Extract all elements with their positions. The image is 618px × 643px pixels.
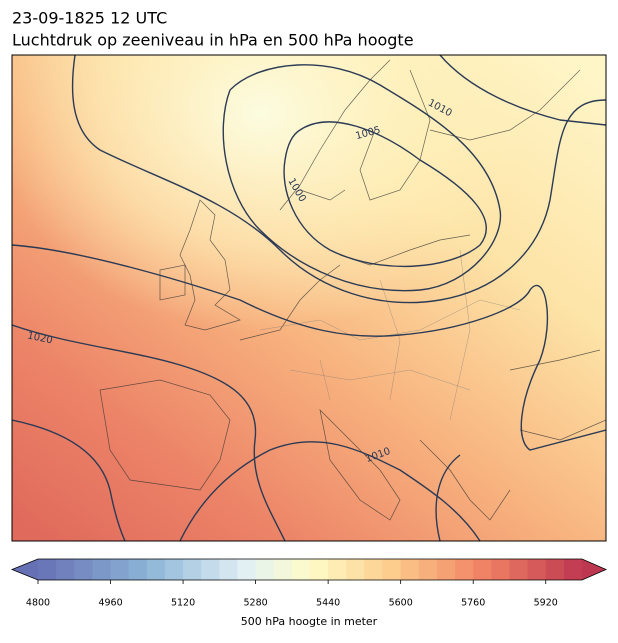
colorbar-extend (582, 559, 606, 580)
colorbar-segment (563, 559, 583, 580)
colorbar-tick-label: 4800 (26, 598, 50, 609)
colorbar-segment (219, 559, 238, 580)
colorbar-tick-label: 5920 (534, 598, 558, 609)
borders (259, 249, 521, 421)
title-line: 23-09-1825 12 UTC (12, 9, 167, 28)
colorbar-segment (382, 559, 402, 580)
isobars (12, 55, 606, 541)
colorbar-extend (12, 559, 38, 580)
colorbar-tick-label: 4960 (98, 598, 122, 609)
colorbar-segment (56, 559, 75, 580)
colorbar-segment (418, 559, 438, 580)
colorbar-segment (110, 559, 130, 580)
title-line: Luchtdruk op zeeniveau in hPa en 500 hPa… (12, 31, 414, 50)
colorbar-segment (491, 559, 510, 580)
colorbar-segment (128, 559, 148, 580)
colorbar-segment (473, 559, 492, 580)
colorbar-segment (146, 559, 166, 580)
colorbar-segment (364, 559, 384, 580)
colorbar-segment (255, 559, 275, 580)
colorbar-segment (527, 559, 547, 580)
map-frame (11, 54, 607, 542)
colorbar-segment (400, 559, 420, 580)
colorbar-segment (237, 559, 257, 580)
colorbar-segment (346, 559, 365, 580)
colorbar-segment (291, 559, 311, 580)
colorbar-tick-label: 5760 (461, 598, 485, 609)
colorbar-segment (164, 559, 184, 580)
colorbar-tick-label: 5600 (389, 598, 413, 609)
colorbar-segment (436, 559, 456, 580)
colorbar-segment (201, 559, 220, 580)
isobar-label: 1020 (26, 330, 53, 346)
colorbar-segment (74, 559, 93, 580)
colorbar-segment (509, 559, 529, 580)
colorbar-segment (273, 559, 293, 580)
colorbar-segment (38, 559, 57, 580)
colorbar-segment (92, 559, 112, 580)
colorbar-segment (310, 559, 329, 580)
height-field (12, 55, 606, 541)
colorbar-tick-label: 5440 (316, 598, 340, 609)
colorbar-segment (455, 559, 474, 580)
colorbar-segment (328, 559, 347, 580)
colorbar-segment (183, 559, 202, 580)
colorbar-label: 500 hPa hoogte in meter (241, 615, 378, 628)
colorbar-segment (545, 559, 565, 580)
colorbar-tick-label: 5120 (171, 598, 195, 609)
colorbar-tick-label: 5280 (244, 598, 268, 609)
colorbar: 4800 4960 5120 5280 5440 5600 5760 5920 (10, 558, 607, 609)
